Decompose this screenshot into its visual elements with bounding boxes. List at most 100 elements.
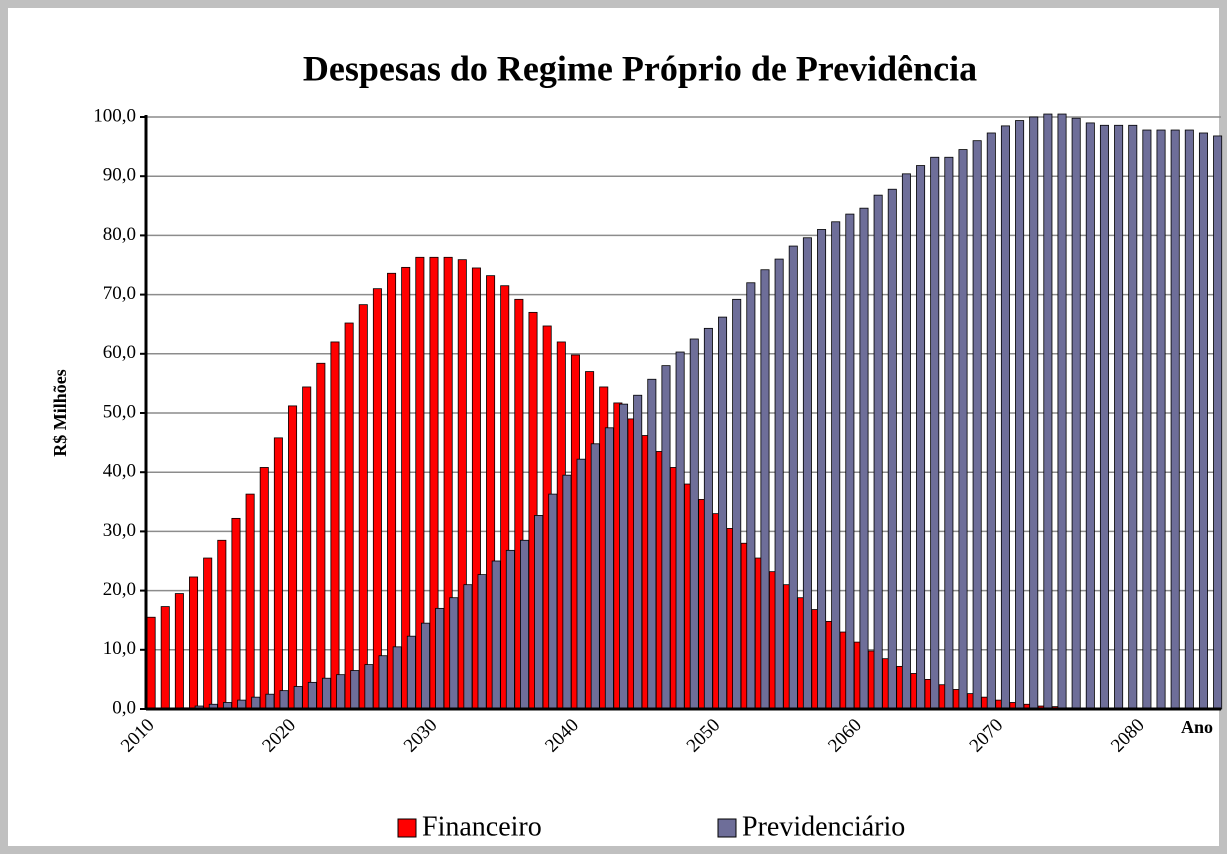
bar xyxy=(1213,135,1223,710)
bar xyxy=(1029,116,1039,710)
bar xyxy=(288,405,298,710)
y-tick-label: 80,0 xyxy=(103,224,136,245)
bar xyxy=(619,403,629,710)
bar xyxy=(302,386,312,710)
bar xyxy=(463,584,473,710)
legend-label: Previdenciário xyxy=(742,811,905,842)
y-tick-label: 0,0 xyxy=(112,697,136,718)
bar xyxy=(217,539,227,710)
bar xyxy=(1043,113,1053,710)
bar xyxy=(293,686,303,710)
bar xyxy=(774,258,784,710)
bar xyxy=(916,165,926,710)
bar xyxy=(316,362,326,710)
bar xyxy=(972,140,982,710)
bar xyxy=(576,458,586,710)
bar xyxy=(845,213,855,710)
bar xyxy=(406,635,416,710)
bar xyxy=(336,674,346,710)
y-tick-label: 40,0 xyxy=(103,461,136,482)
bar xyxy=(887,188,897,710)
bar xyxy=(1000,125,1010,710)
bar xyxy=(1128,124,1138,710)
bar xyxy=(203,557,213,710)
bar xyxy=(647,378,657,710)
legend-label: Financeiro xyxy=(422,811,542,842)
bar xyxy=(330,341,340,710)
bar xyxy=(189,576,199,710)
bar xyxy=(321,677,331,710)
bar xyxy=(1156,129,1166,710)
bar xyxy=(1015,120,1025,710)
bar xyxy=(1184,129,1194,710)
bar xyxy=(590,443,600,710)
bar xyxy=(703,327,713,710)
bar xyxy=(562,474,572,710)
bar xyxy=(477,574,487,710)
bar xyxy=(1114,124,1124,710)
bar xyxy=(944,156,954,710)
bar xyxy=(873,194,883,710)
bar xyxy=(520,539,530,710)
bar xyxy=(265,693,275,710)
bar xyxy=(372,288,382,710)
chart-title: Despesas do Regime Próprio de Previdênci… xyxy=(303,48,977,88)
bar xyxy=(251,696,261,710)
bar xyxy=(817,229,827,710)
bar xyxy=(901,173,911,710)
bar xyxy=(160,606,170,710)
bar xyxy=(604,427,614,710)
y-tick-label: 60,0 xyxy=(103,342,136,363)
bar xyxy=(746,282,756,710)
y-tick-label: 100,0 xyxy=(93,105,136,126)
bar xyxy=(831,221,841,710)
bar xyxy=(350,670,360,710)
bar xyxy=(1057,113,1067,710)
bar xyxy=(732,298,742,710)
y-tick-label: 90,0 xyxy=(103,165,136,186)
bar xyxy=(259,467,269,710)
bar xyxy=(1170,129,1180,710)
bar xyxy=(245,493,255,710)
bar xyxy=(1085,122,1095,710)
legend-swatch xyxy=(717,818,737,838)
bar xyxy=(661,365,671,710)
y-axis-title: R$ Milhões xyxy=(50,369,70,457)
bar xyxy=(548,493,558,710)
y-tick-label: 30,0 xyxy=(103,520,136,541)
bar xyxy=(421,622,431,710)
bar xyxy=(930,156,940,710)
bar xyxy=(534,515,544,710)
bar xyxy=(146,616,156,710)
bar xyxy=(174,593,184,710)
bar xyxy=(358,304,368,710)
bar xyxy=(435,607,445,710)
bar xyxy=(273,437,283,710)
bar xyxy=(788,245,798,710)
bar xyxy=(491,560,501,710)
bar xyxy=(633,394,643,710)
y-tick-label: 10,0 xyxy=(103,638,136,659)
bar xyxy=(689,338,699,710)
bar xyxy=(1099,124,1109,710)
y-tick-label: 20,0 xyxy=(103,579,136,600)
bar xyxy=(364,664,374,710)
bar xyxy=(859,207,869,710)
bar xyxy=(1198,132,1208,710)
bar xyxy=(986,132,996,710)
bar xyxy=(675,351,685,710)
bar xyxy=(449,597,459,710)
y-tick-label: 70,0 xyxy=(103,283,136,304)
bar xyxy=(378,655,388,710)
bar xyxy=(1142,129,1152,710)
bar xyxy=(231,517,241,710)
legend-swatch xyxy=(397,818,417,838)
bar xyxy=(505,549,515,710)
bar xyxy=(1071,117,1081,710)
bar xyxy=(279,690,289,710)
bar xyxy=(392,646,402,710)
bar xyxy=(760,269,770,710)
bar xyxy=(387,272,397,710)
bar xyxy=(958,149,968,710)
